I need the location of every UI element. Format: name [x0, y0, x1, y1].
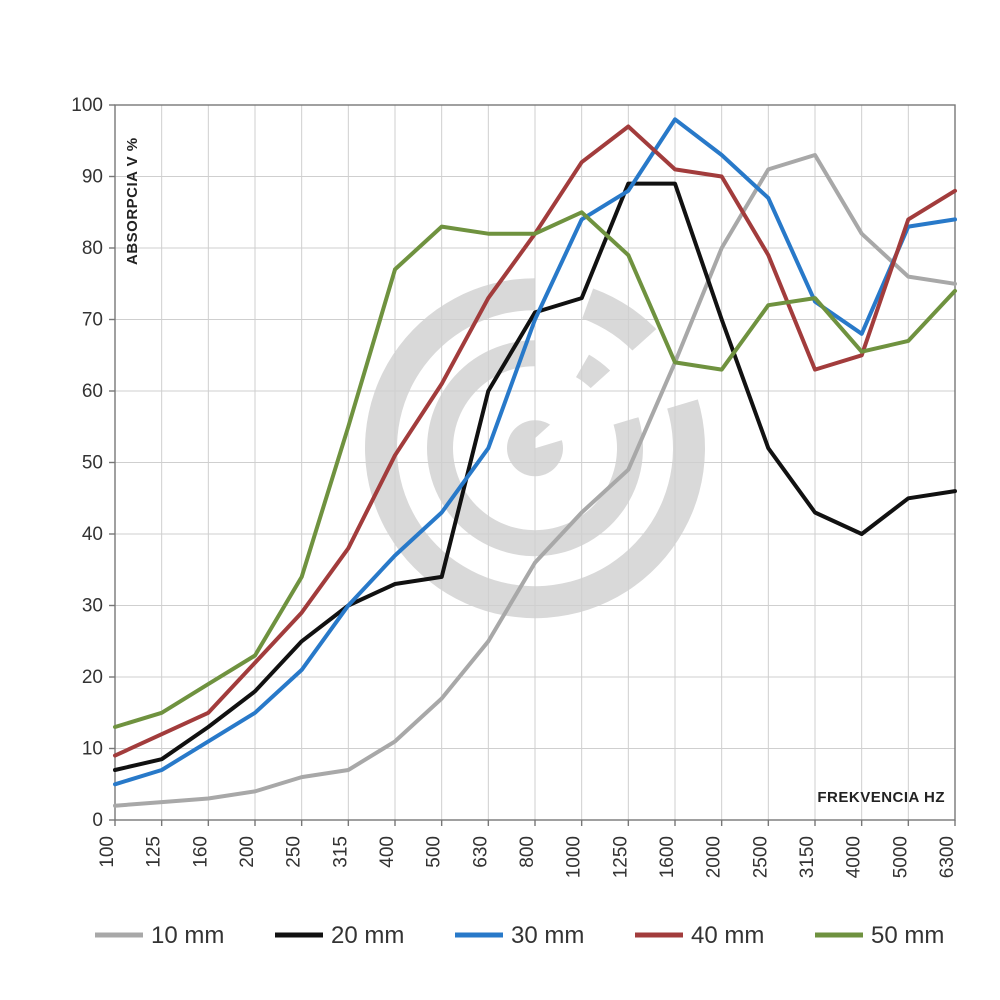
y-tick-label: 60	[82, 381, 103, 402]
x-tick-label: 315	[330, 836, 351, 868]
y-tick-label: 100	[71, 95, 103, 116]
y-tick-label: 90	[82, 167, 103, 188]
absorption-line-chart: 0 10 20 30 40 50 60 70 80 90 100 100 125 160 200 250 315…	[0, 0, 1000, 1000]
x-tick-label: 2000	[704, 836, 725, 878]
x-tick-label: 1600	[657, 836, 678, 878]
y-tick-label: 20	[82, 667, 103, 688]
y-tick-label: 50	[82, 453, 103, 474]
x-tick-label: 4000	[844, 836, 865, 878]
x-tick-label: 500	[424, 836, 445, 868]
y-tick-label: 10	[82, 739, 103, 760]
x-tick-label: 100	[97, 836, 118, 868]
legend-label: 40 mm	[691, 922, 764, 949]
x-tick-label: 2500	[750, 836, 771, 878]
legend-label: 20 mm	[331, 922, 404, 949]
x-tick-label: 800	[517, 836, 538, 868]
x-tick-label: 1250	[610, 836, 631, 878]
x-tick-label: 3150	[797, 836, 818, 878]
x-tick-label: 400	[377, 836, 398, 868]
x-tick-label: 1000	[564, 836, 585, 878]
y-tick-label: 80	[82, 238, 103, 259]
x-tick-label: 200	[237, 836, 258, 868]
x-tick-label: 6300	[937, 836, 958, 878]
x-tick-label: 5000	[890, 836, 911, 878]
chart-svg: 0 10 20 30 40 50 60 70 80 90 100 100 125 160 200 250 315…	[0, 0, 1000, 1000]
x-axis-title: FREKVENCIA HZ	[817, 789, 945, 806]
x-tick-label: 630	[470, 836, 491, 868]
y-tick-label: 30	[82, 596, 103, 617]
legend-label: 50 mm	[871, 922, 944, 949]
x-tick-label: 160	[190, 836, 211, 868]
y-tick-label: 40	[82, 524, 103, 545]
legend-label: 30 mm	[511, 922, 584, 949]
y-tick-label: 0	[92, 810, 103, 831]
x-tick-label: 125	[144, 836, 165, 868]
x-tick-label: 250	[284, 836, 305, 868]
legend-label: 10 mm	[151, 922, 224, 949]
y-axis-title: ABSORPCIA V %	[124, 137, 141, 265]
y-tick-label: 70	[82, 310, 103, 331]
